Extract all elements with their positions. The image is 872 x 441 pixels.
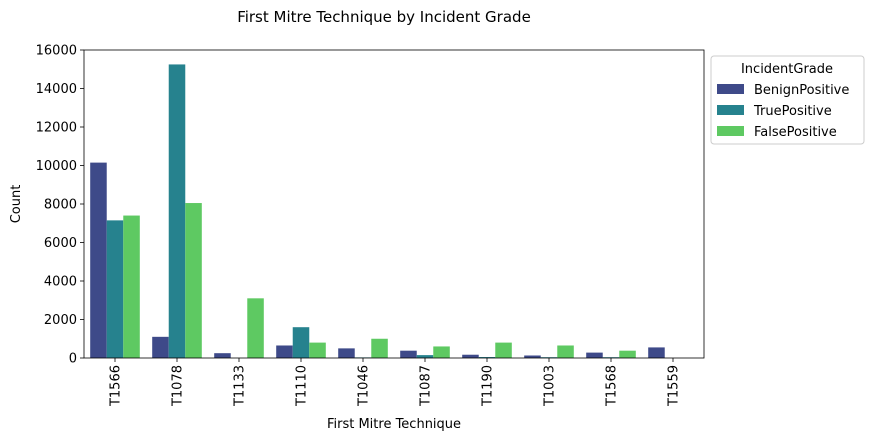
bar-t1133-benignpositive [214,353,231,358]
bar-t1190-benignpositive [462,354,479,358]
bar-t1003-benignpositive [524,355,541,358]
x-tick-label-t1190: T1190 [481,365,496,407]
bar-t1559-benignpositive [648,347,665,358]
x-tick-label-t1133: T1133 [233,365,248,407]
bar-t1078-truepositive [168,64,186,358]
legend-label-truepositive: TruePositive [753,104,832,119]
bar-t1568-falsepositive [619,350,636,358]
y-axis-label: Count [9,185,24,224]
x-tick-label-t1566: T1566 [109,365,124,407]
legend-swatch-truepositive [717,105,744,115]
legend-title: IncidentGrade [741,62,833,77]
bar-t1046-benignpositive [338,348,355,358]
bar-t1190-falsepositive [495,342,512,358]
y-axis: 0 2000 4000 6000 8000 10000 12000 14000 16000 [36,44,84,367]
x-tick-label-t1559: T1559 [667,365,682,407]
legend-swatch-benignpositive [717,84,744,94]
x-axis: T1566 T1078 T1133 T1110 T1046 T1087 T1190 T1003… [109,358,682,407]
bars-layer [90,64,665,358]
legend-frame [710,55,865,145]
bar-t1087-truepositive [416,355,434,358]
bar-t1078-falsepositive [185,203,202,358]
y-tick-label-0: 0 [69,352,77,367]
x-tick-label-t1087: T1087 [419,365,434,407]
y-tick-label-4000: 4000 [44,275,77,290]
bar-t1087-falsepositive [433,346,450,358]
bar-t1110-truepositive [292,327,310,358]
x-axis-label: First Mitre Technique [327,417,461,432]
bar-t1566-benignpositive [90,162,107,358]
bar-t1566-falsepositive [123,215,140,358]
legend-label-falsepositive: FalsePositive [754,125,837,140]
x-tick-label-t1568: T1568 [605,365,620,407]
plot-frame [83,49,705,359]
bar-t1110-benignpositive [276,345,293,358]
x-tick-label-t1003: T1003 [543,365,558,407]
bar-t1046-falsepositive [371,338,388,358]
bar-t1110-falsepositive [309,342,326,358]
y-tick-label-12000: 12000 [36,121,77,136]
y-tick-label-16000: 16000 [36,44,77,59]
legend-label-benignpositive: BenignPositive [754,83,849,98]
bar-t1568-benignpositive [586,352,603,358]
legend-swatch-falsepositive [717,126,744,136]
y-tick-label-14000: 14000 [36,82,77,97]
y-tick-label-10000: 10000 [36,159,77,174]
x-tick-label-t1110: T1110 [295,365,310,407]
bar-t1190-truepositive [478,357,496,358]
x-tick-label-t1046: T1046 [357,365,372,407]
x-tick-label-t1078: T1078 [171,365,186,407]
legend: IncidentGrade BenignPositive TruePositive… [710,55,865,145]
y-tick-label-6000: 6000 [44,236,77,251]
bar-t1566-truepositive [106,220,124,358]
bar-t1133-falsepositive [247,298,264,358]
bar-t1087-benignpositive [400,350,417,358]
bar-t1078-benignpositive [152,336,169,358]
bar-t1003-falsepositive [557,345,574,358]
chart-title: First Mitre Technique by Incident Grade [237,8,531,26]
y-tick-label-8000: 8000 [44,198,77,213]
y-tick-label-2000: 2000 [44,313,77,328]
